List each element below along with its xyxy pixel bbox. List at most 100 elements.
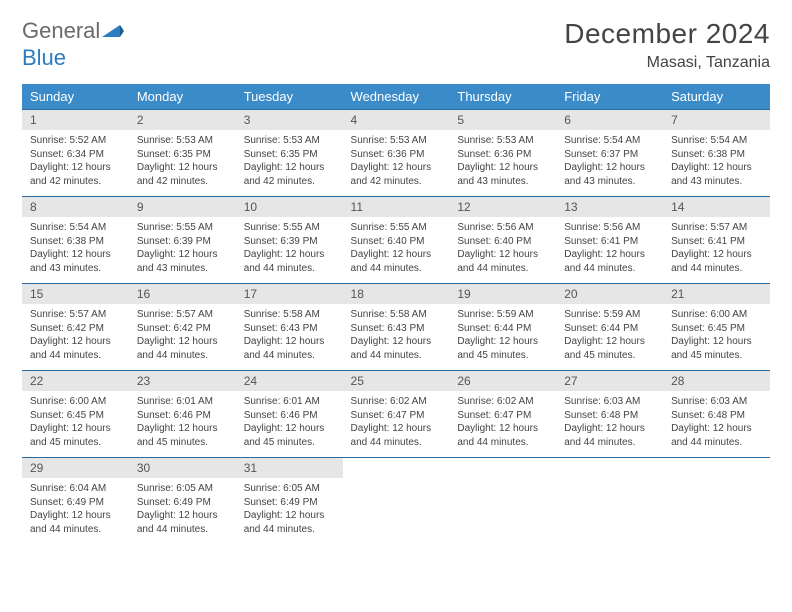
calendar-day-cell: 23Sunrise: 6:01 AMSunset: 6:46 PMDayligh… — [129, 370, 236, 457]
day-number: 7 — [663, 109, 770, 130]
location: Masasi, Tanzania — [564, 54, 770, 72]
calendar-day-cell: 8Sunrise: 5:54 AMSunset: 6:38 PMDaylight… — [22, 196, 129, 283]
calendar-day-cell: 6Sunrise: 5:54 AMSunset: 6:37 PMDaylight… — [556, 109, 663, 196]
calendar-table: SundayMondayTuesdayWednesdayThursdayFrid… — [22, 84, 770, 544]
day-number: 5 — [449, 109, 556, 130]
calendar-day-cell: 29Sunrise: 6:04 AMSunset: 6:49 PMDayligh… — [22, 457, 129, 544]
calendar-day-cell: 26Sunrise: 6:02 AMSunset: 6:47 PMDayligh… — [449, 370, 556, 457]
day-details: Sunrise: 5:58 AMSunset: 6:43 PMDaylight:… — [343, 304, 450, 370]
day-details: Sunrise: 5:56 AMSunset: 6:40 PMDaylight:… — [449, 217, 556, 283]
day-details: Sunrise: 6:01 AMSunset: 6:46 PMDaylight:… — [129, 391, 236, 457]
calendar-day-cell: 12Sunrise: 5:56 AMSunset: 6:40 PMDayligh… — [449, 196, 556, 283]
day-number: 12 — [449, 196, 556, 217]
calendar-day-cell: 19Sunrise: 5:59 AMSunset: 6:44 PMDayligh… — [449, 283, 556, 370]
logo-text-left: General — [22, 18, 100, 43]
calendar-day-cell: 3Sunrise: 5:53 AMSunset: 6:35 PMDaylight… — [236, 109, 343, 196]
day-details: Sunrise: 5:57 AMSunset: 6:42 PMDaylight:… — [22, 304, 129, 370]
day-details: Sunrise: 5:59 AMSunset: 6:44 PMDaylight:… — [556, 304, 663, 370]
logo-icon — [102, 19, 124, 45]
calendar-day-cell: 24Sunrise: 6:01 AMSunset: 6:46 PMDayligh… — [236, 370, 343, 457]
day-details: Sunrise: 6:05 AMSunset: 6:49 PMDaylight:… — [236, 478, 343, 544]
calendar-week-row: 1Sunrise: 5:52 AMSunset: 6:34 PMDaylight… — [22, 109, 770, 196]
calendar-empty-cell — [663, 457, 770, 544]
day-details: Sunrise: 6:03 AMSunset: 6:48 PMDaylight:… — [556, 391, 663, 457]
day-details: Sunrise: 6:02 AMSunset: 6:47 PMDaylight:… — [343, 391, 450, 457]
calendar-day-cell: 14Sunrise: 5:57 AMSunset: 6:41 PMDayligh… — [663, 196, 770, 283]
day-details: Sunrise: 5:55 AMSunset: 6:39 PMDaylight:… — [129, 217, 236, 283]
calendar-day-cell: 17Sunrise: 5:58 AMSunset: 6:43 PMDayligh… — [236, 283, 343, 370]
day-details: Sunrise: 5:55 AMSunset: 6:39 PMDaylight:… — [236, 217, 343, 283]
calendar-day-cell: 30Sunrise: 6:05 AMSunset: 6:49 PMDayligh… — [129, 457, 236, 544]
calendar-day-cell: 9Sunrise: 5:55 AMSunset: 6:39 PMDaylight… — [129, 196, 236, 283]
day-number: 1 — [22, 109, 129, 130]
day-number: 18 — [343, 283, 450, 304]
day-number: 10 — [236, 196, 343, 217]
calendar-day-cell: 18Sunrise: 5:58 AMSunset: 6:43 PMDayligh… — [343, 283, 450, 370]
calendar-day-cell: 13Sunrise: 5:56 AMSunset: 6:41 PMDayligh… — [556, 196, 663, 283]
calendar-day-cell: 20Sunrise: 5:59 AMSunset: 6:44 PMDayligh… — [556, 283, 663, 370]
day-details: Sunrise: 5:57 AMSunset: 6:41 PMDaylight:… — [663, 217, 770, 283]
day-number: 15 — [22, 283, 129, 304]
calendar-day-cell: 5Sunrise: 5:53 AMSunset: 6:36 PMDaylight… — [449, 109, 556, 196]
calendar-week-row: 29Sunrise: 6:04 AMSunset: 6:49 PMDayligh… — [22, 457, 770, 544]
calendar-day-cell: 15Sunrise: 5:57 AMSunset: 6:42 PMDayligh… — [22, 283, 129, 370]
day-number: 2 — [129, 109, 236, 130]
day-details: Sunrise: 5:52 AMSunset: 6:34 PMDaylight:… — [22, 130, 129, 196]
day-details: Sunrise: 6:02 AMSunset: 6:47 PMDaylight:… — [449, 391, 556, 457]
day-details: Sunrise: 5:53 AMSunset: 6:35 PMDaylight:… — [129, 130, 236, 196]
day-number: 24 — [236, 370, 343, 391]
day-details: Sunrise: 6:01 AMSunset: 6:46 PMDaylight:… — [236, 391, 343, 457]
weekday-header: Sunday — [22, 84, 129, 109]
calendar-day-cell: 25Sunrise: 6:02 AMSunset: 6:47 PMDayligh… — [343, 370, 450, 457]
day-details: Sunrise: 5:53 AMSunset: 6:36 PMDaylight:… — [449, 130, 556, 196]
calendar-day-cell: 7Sunrise: 5:54 AMSunset: 6:38 PMDaylight… — [663, 109, 770, 196]
calendar-day-cell: 16Sunrise: 5:57 AMSunset: 6:42 PMDayligh… — [129, 283, 236, 370]
weekday-header: Thursday — [449, 84, 556, 109]
weekday-header: Tuesday — [236, 84, 343, 109]
day-details: Sunrise: 5:59 AMSunset: 6:44 PMDaylight:… — [449, 304, 556, 370]
calendar-day-cell: 1Sunrise: 5:52 AMSunset: 6:34 PMDaylight… — [22, 109, 129, 196]
calendar-empty-cell — [343, 457, 450, 544]
logo-text-right: Blue — [22, 45, 66, 70]
day-number: 14 — [663, 196, 770, 217]
day-number: 28 — [663, 370, 770, 391]
weekday-header: Monday — [129, 84, 236, 109]
day-number: 4 — [343, 109, 450, 130]
calendar-week-row: 22Sunrise: 6:00 AMSunset: 6:45 PMDayligh… — [22, 370, 770, 457]
day-details: Sunrise: 6:05 AMSunset: 6:49 PMDaylight:… — [129, 478, 236, 544]
calendar-empty-cell — [556, 457, 663, 544]
day-number: 27 — [556, 370, 663, 391]
day-number: 29 — [22, 457, 129, 478]
calendar-week-row: 15Sunrise: 5:57 AMSunset: 6:42 PMDayligh… — [22, 283, 770, 370]
calendar-day-cell: 4Sunrise: 5:53 AMSunset: 6:36 PMDaylight… — [343, 109, 450, 196]
day-number: 17 — [236, 283, 343, 304]
day-details: Sunrise: 6:00 AMSunset: 6:45 PMDaylight:… — [663, 304, 770, 370]
calendar-day-cell: 10Sunrise: 5:55 AMSunset: 6:39 PMDayligh… — [236, 196, 343, 283]
day-number: 26 — [449, 370, 556, 391]
weekday-header: Saturday — [663, 84, 770, 109]
day-number: 23 — [129, 370, 236, 391]
logo: General Blue — [22, 18, 124, 71]
day-number: 30 — [129, 457, 236, 478]
calendar-week-row: 8Sunrise: 5:54 AMSunset: 6:38 PMDaylight… — [22, 196, 770, 283]
title-block: December 2024 Masasi, Tanzania — [564, 18, 770, 72]
calendar-day-cell: 22Sunrise: 6:00 AMSunset: 6:45 PMDayligh… — [22, 370, 129, 457]
day-details: Sunrise: 5:58 AMSunset: 6:43 PMDaylight:… — [236, 304, 343, 370]
day-number: 8 — [22, 196, 129, 217]
day-details: Sunrise: 5:53 AMSunset: 6:36 PMDaylight:… — [343, 130, 450, 196]
calendar-day-cell: 27Sunrise: 6:03 AMSunset: 6:48 PMDayligh… — [556, 370, 663, 457]
day-details: Sunrise: 5:54 AMSunset: 6:38 PMDaylight:… — [663, 130, 770, 196]
day-number: 9 — [129, 196, 236, 217]
day-number: 16 — [129, 283, 236, 304]
day-number: 19 — [449, 283, 556, 304]
day-number: 31 — [236, 457, 343, 478]
calendar-day-cell: 21Sunrise: 6:00 AMSunset: 6:45 PMDayligh… — [663, 283, 770, 370]
day-details: Sunrise: 5:54 AMSunset: 6:38 PMDaylight:… — [22, 217, 129, 283]
day-number: 21 — [663, 283, 770, 304]
day-details: Sunrise: 5:55 AMSunset: 6:40 PMDaylight:… — [343, 217, 450, 283]
day-details: Sunrise: 5:53 AMSunset: 6:35 PMDaylight:… — [236, 130, 343, 196]
weekday-header-row: SundayMondayTuesdayWednesdayThursdayFrid… — [22, 84, 770, 109]
day-number: 3 — [236, 109, 343, 130]
day-number: 11 — [343, 196, 450, 217]
day-details: Sunrise: 6:03 AMSunset: 6:48 PMDaylight:… — [663, 391, 770, 457]
